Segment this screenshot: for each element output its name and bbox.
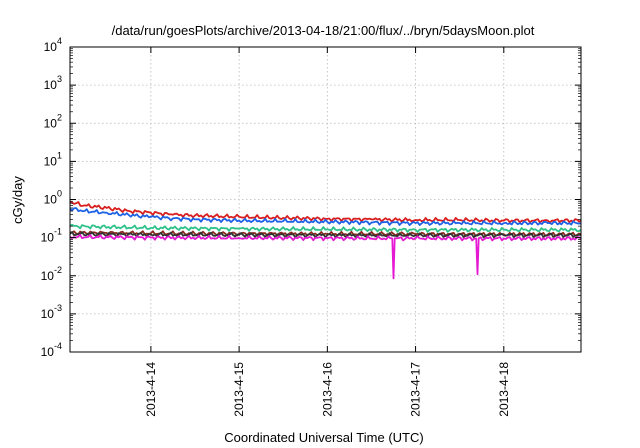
y-tick-label: 10-1 [41, 227, 62, 245]
chart-title: /data/run/goesPlots/archive/2013-04-18/2… [112, 23, 535, 38]
grid-lines [70, 47, 581, 352]
series-layer [69, 201, 582, 280]
y-tick-label: 102 [44, 112, 62, 130]
x-tick-label: 2013-4-14 [144, 362, 158, 417]
y-tick-label: 10-4 [41, 341, 62, 359]
x-tick-label: 2013-4-17 [409, 362, 423, 417]
axis-ticks: 10-4 10-3 10-2 10-1 100 101 102 103 104 2013-4-14… [41, 36, 581, 417]
x-axis-label: Coordinated Universal Time (UTC) [224, 430, 423, 445]
x-tick-label: 2013-4-15 [232, 362, 246, 417]
x-tick-label: 2013-4-18 [497, 362, 511, 417]
series-line-3 [69, 223, 582, 233]
y-tick-label: 101 [44, 150, 62, 168]
y-tick-label: 103 [44, 74, 62, 92]
y-tick-label: 104 [44, 36, 62, 54]
x-tick-label: 2013-4-16 [320, 362, 334, 417]
series-line-6 [69, 234, 582, 280]
y-tick-label: 100 [44, 189, 62, 207]
series-line-5 [69, 231, 582, 239]
y-tick-label: 10-3 [41, 303, 62, 321]
series-line-1 [69, 201, 582, 224]
series-line-2 [69, 207, 582, 226]
y-tick-label: 10-2 [41, 265, 62, 283]
y-axis-label: cGy/day [10, 176, 25, 224]
